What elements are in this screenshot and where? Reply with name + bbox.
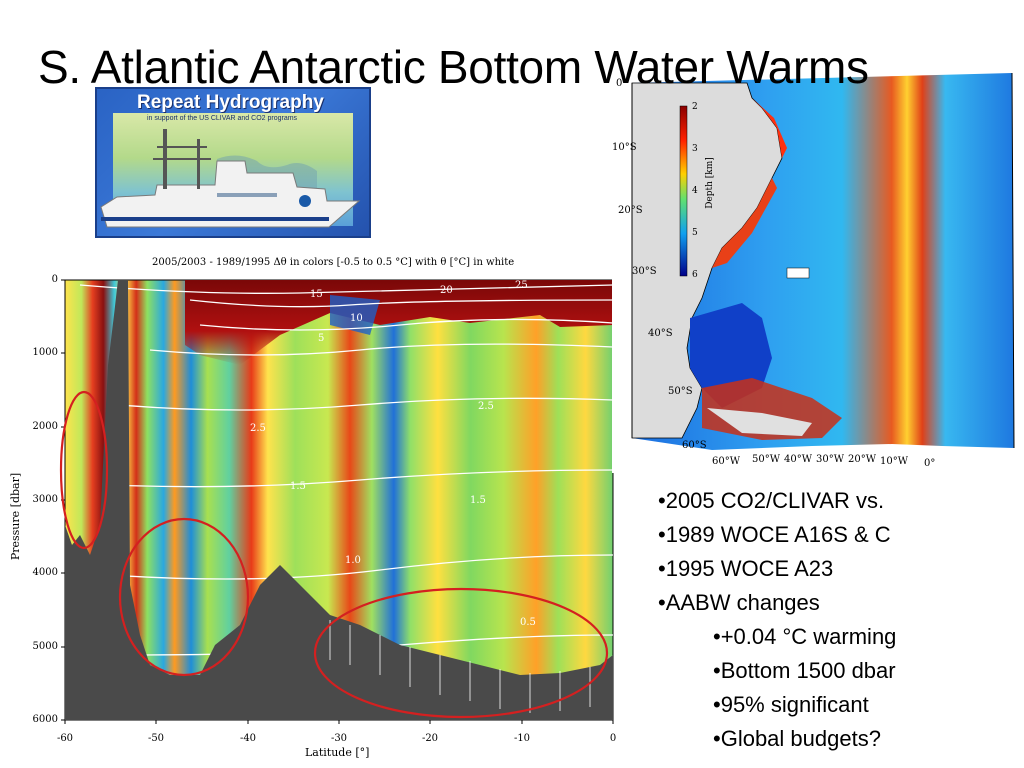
map-lon-label: 50°W (752, 454, 781, 465)
map-lat-label: 60°S (682, 440, 707, 451)
slide-title: S. Atlantic Antarctic Bottom Water Warms (38, 41, 869, 93)
contour-label: 0.5 (520, 617, 536, 628)
colorbar-tick: 4 (692, 186, 698, 196)
logo-title: Repeat Hydrography (137, 92, 324, 113)
bullet-list: •2005 CO2/CLIVAR vs. •1989 WOCE A16S & C… (658, 484, 896, 756)
temperature-section-plot: 2005/2003 - 1989/1995 Δθ in colors [-0.5… (0, 255, 622, 768)
y-tick: 5000 (32, 641, 58, 652)
contour-label: 2.5 (250, 423, 266, 434)
repeat-hydrography-logo: Repeat Hydrography in support of the US … (95, 87, 371, 238)
map-lon-label: 40°W (784, 454, 813, 465)
bullet-subitem: •Bottom 1500 dbar (713, 658, 896, 683)
contour-label: 1.0 (345, 555, 361, 566)
bullet-subitem: •95% significant (713, 692, 869, 717)
y-axis-label: Pressure [dbar] (9, 472, 23, 561)
map-lon-label: 30°W (816, 454, 845, 465)
map-lat-label: 10°S (612, 142, 637, 153)
colorbar-tick: 3 (692, 144, 698, 154)
ship-image (100, 129, 361, 228)
colorbar-tick: 5 (692, 228, 698, 238)
x-tick: 0 (609, 733, 617, 744)
colorbar-tick: 6 (692, 270, 698, 280)
bullet-item: •2005 CO2/CLIVAR vs. (658, 488, 885, 513)
highlight-circle-south (59, 390, 109, 550)
map-lat-label: 50°S (668, 386, 693, 397)
highlight-circle-middle (118, 517, 250, 677)
section-plot-title: 2005/2003 - 1989/1995 Δθ in colors [-0.5… (152, 257, 515, 268)
x-tick: -10 (513, 733, 531, 744)
y-tick: 1000 (32, 347, 58, 358)
map-lat-label: 20°S (618, 205, 643, 216)
colorbar-tick: 2 (692, 102, 698, 112)
contour-label: 25 (515, 280, 528, 291)
colorbar-label: Depth [km] (704, 157, 715, 209)
map-lat-label: 30°S (632, 266, 657, 277)
map-lat-label: 40°S (648, 328, 673, 339)
contour-label: 20 (440, 285, 453, 296)
x-axis-label: Latitude [°] (305, 746, 370, 759)
bullet-subitem: •Global budgets? (713, 726, 881, 751)
x-tick: -30 (330, 733, 348, 744)
contour-label: 1.5 (290, 481, 306, 492)
bullet-item: •1989 WOCE A16S & C (658, 522, 891, 547)
map-lon-label: 20°W (848, 454, 877, 465)
x-tick: -60 (56, 733, 74, 744)
highlight-circle-north (313, 587, 609, 719)
map-lon-label: 60°W (712, 456, 741, 467)
bullet-item: •AABW changes (658, 590, 820, 615)
y-tick: 4000 (32, 567, 58, 578)
map-lon-label: 0° (924, 458, 936, 469)
bullet-subitem: •+0.04 °C warming (713, 624, 897, 649)
bullet-item: •1995 WOCE A23 (658, 556, 834, 581)
contour-label: 2.5 (478, 401, 494, 412)
y-tick: 2000 (32, 421, 58, 432)
contour-label: 10 (350, 313, 363, 324)
contour-label: 1.5 (470, 495, 486, 506)
x-tick: -50 (147, 733, 165, 744)
y-tick: 3000 (32, 494, 58, 505)
logo-subtitle: in support of the US CLIVAR and CO2 prog… (147, 115, 298, 122)
map-lat-label: 0° (616, 78, 628, 89)
contour-label: 15 (310, 289, 323, 300)
contour-label: 5 (318, 333, 325, 344)
y-tick: 6000 (32, 714, 58, 725)
x-tick: -40 (239, 733, 257, 744)
bathymetry-map: 0° 10°S 20°S 30°S 40°S 50°S 60°S 60°W 50… (612, 68, 1024, 473)
y-tick: 0 (51, 274, 58, 285)
x-tick: -20 (421, 733, 439, 744)
map-lon-label: 10°W (880, 456, 909, 467)
